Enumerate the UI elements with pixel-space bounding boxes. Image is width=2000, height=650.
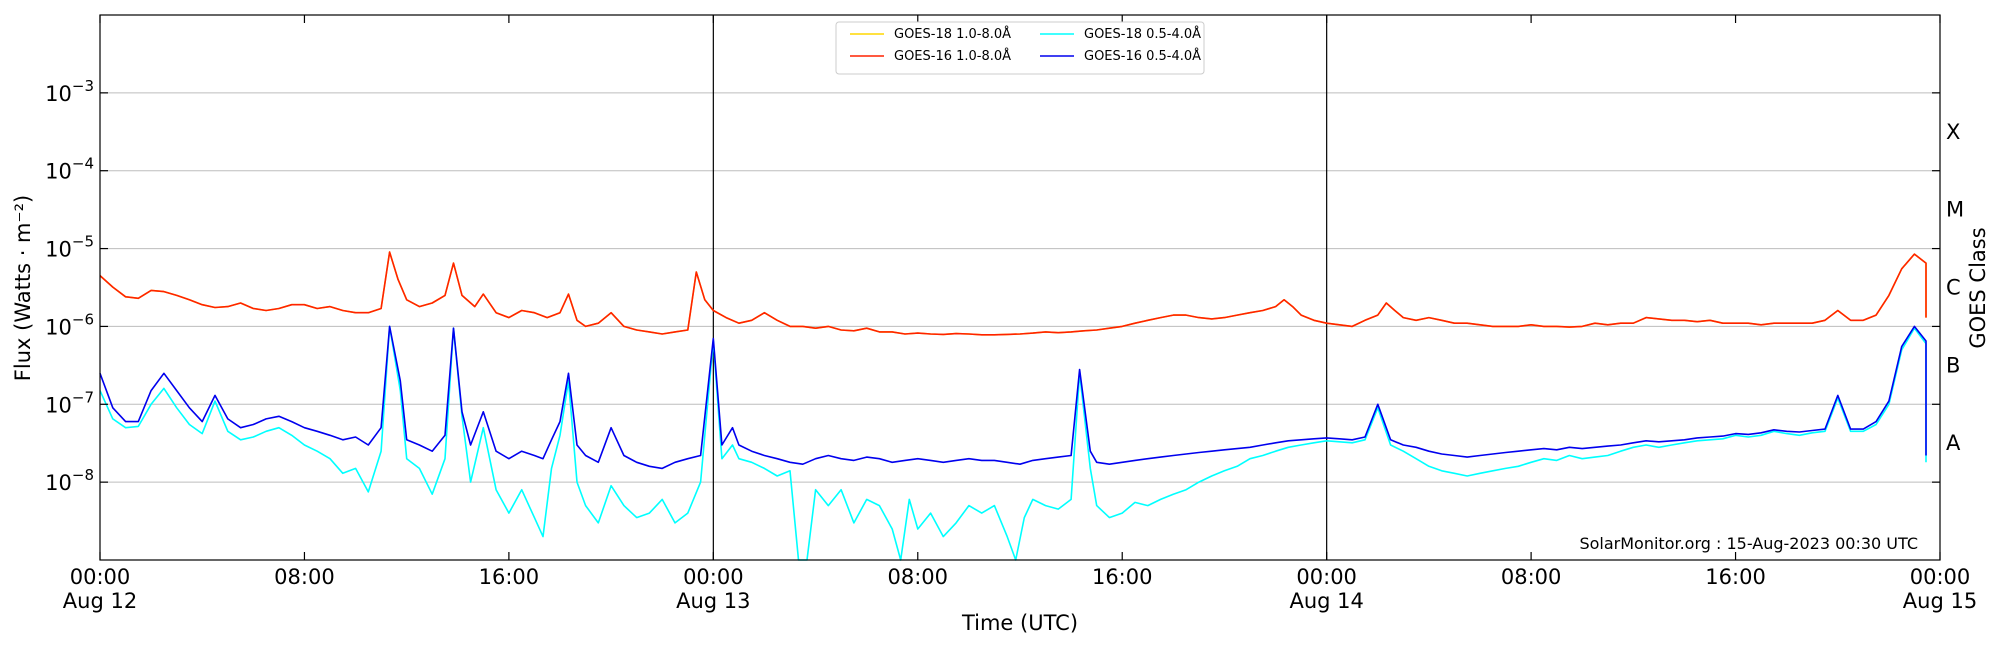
x-tick-label: 00:00 <box>1910 565 1971 589</box>
x-tick-label: 00:00 <box>1296 565 1357 589</box>
plot-area <box>99 14 1941 561</box>
x-tick-date-label: Aug 13 <box>676 589 750 613</box>
x-tick-label: 16:00 <box>1705 565 1766 589</box>
y-tick-label: 10−8 <box>45 466 94 495</box>
x-tick-date-label: Aug 12 <box>63 589 137 613</box>
x-tick-date-label: Aug 15 <box>1903 589 1977 613</box>
y-tick-label: 10−6 <box>45 310 94 339</box>
goes-class-label: C <box>1946 276 1961 300</box>
series-lines <box>99 251 1927 561</box>
y-tick-label: 10−5 <box>45 233 94 262</box>
series-line <box>99 325 1927 561</box>
plot-frame <box>99 14 1941 561</box>
credit-text: SolarMonitor.org : 15-Aug-2023 00:30 UTC <box>1579 534 1918 553</box>
series-line <box>99 251 1927 336</box>
legend-label: GOES-16 1.0-8.0Å <box>894 48 1011 64</box>
x-tick-label: 00:00 <box>70 565 131 589</box>
goes-class-label: X <box>1946 120 1960 144</box>
y-axis-ticks: 10−8 10−7 10−6 10−5 10−4 10−3 <box>45 77 1940 495</box>
y-axis-title: Flux (Watts · m⁻²) <box>11 195 35 381</box>
x-tick-label: 08:00 <box>1501 565 1562 589</box>
x-tick-label: 00:00 <box>683 565 744 589</box>
goes-class-label: A <box>1946 431 1961 455</box>
goes-class-label: M <box>1946 198 1964 222</box>
legend-items: GOES-18 1.0-8.0Å GOES-18 0.5-4.0Å GOES-16 … <box>850 26 1201 64</box>
x-axis-title: Time (UTC) <box>961 611 1078 635</box>
horizontal-gridlines <box>100 92 1940 483</box>
plot-background <box>100 15 1940 560</box>
y-tick-label: 10−7 <box>45 388 94 417</box>
legend-label: GOES-16 0.5-4.0Å <box>1084 48 1201 64</box>
day-boundary-lines <box>712 15 1328 560</box>
x-tick-date-label: Aug 14 <box>1289 589 1363 613</box>
goes-class-label: B <box>1946 353 1960 377</box>
right-axis-title: GOES Class <box>1966 227 1990 348</box>
legend-label: GOES-18 0.5-4.0Å <box>1084 26 1201 42</box>
x-tick-label: 16:00 <box>1092 565 1153 589</box>
x-tick-label: 08:00 <box>274 565 335 589</box>
x-tick-label: 08:00 <box>888 565 949 589</box>
legend-box <box>835 21 1205 75</box>
goes-class-ticks: A B C M X <box>1946 120 1964 455</box>
series-line <box>99 325 1927 470</box>
y-tick-label: 10−4 <box>45 155 94 184</box>
x-tick-label: 16:00 <box>479 565 540 589</box>
y-tick-label: 10−3 <box>45 77 94 106</box>
legend: GOES-18 1.0-8.0Å GOES-18 0.5-4.0Å GOES-16 … <box>835 21 1205 75</box>
legend-label: GOES-18 1.0-8.0Å <box>894 26 1011 42</box>
